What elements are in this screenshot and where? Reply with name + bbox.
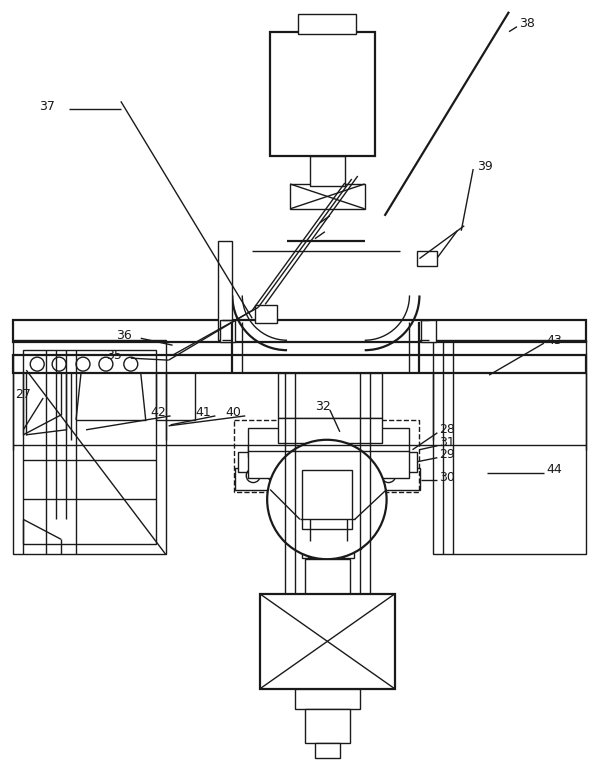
Bar (418, 251, 437, 266)
Bar (248, 445, 262, 457)
Bar (315, 743, 340, 758)
Text: 27: 27 (16, 389, 31, 401)
Text: 42: 42 (151, 406, 167, 419)
Bar (422, 321, 436, 343)
Bar (255, 306, 277, 323)
Text: 44: 44 (547, 463, 562, 476)
Bar (238, 452, 296, 472)
Bar (248, 428, 410, 477)
Text: 31: 31 (439, 436, 455, 449)
Bar (385, 445, 398, 457)
Bar (360, 452, 418, 472)
Bar (13, 355, 586, 373)
Bar (234, 420, 419, 492)
Bar (220, 321, 235, 343)
Bar (433, 340, 586, 554)
Bar (321, 550, 331, 557)
Bar (295, 539, 361, 550)
Circle shape (267, 440, 386, 559)
Text: 37: 37 (39, 100, 55, 113)
Bar (305, 559, 350, 594)
Bar (13, 340, 166, 554)
Bar (260, 594, 395, 688)
Bar (334, 550, 344, 557)
Bar (310, 156, 345, 186)
Text: 30: 30 (439, 471, 455, 484)
Text: 28: 28 (439, 423, 455, 437)
Bar (295, 688, 360, 709)
Bar (305, 709, 350, 743)
Bar (270, 445, 284, 457)
Bar (270, 31, 374, 156)
Text: 43: 43 (547, 334, 562, 347)
Text: 39: 39 (477, 160, 493, 172)
Text: 29: 29 (439, 448, 455, 461)
Bar (302, 470, 352, 529)
Text: 40: 40 (225, 406, 241, 419)
Bar (308, 550, 318, 557)
Text: 32: 32 (315, 401, 331, 413)
Bar (365, 445, 379, 457)
Text: 38: 38 (519, 17, 535, 31)
Text: 41: 41 (195, 406, 211, 419)
Bar (23, 350, 156, 544)
Bar (13, 321, 586, 343)
Bar (302, 550, 354, 558)
Bar (290, 184, 365, 209)
Bar (298, 14, 356, 34)
Bar (278, 418, 382, 443)
Bar (219, 241, 232, 340)
Bar (278, 373, 382, 418)
Bar (235, 467, 420, 489)
Text: 36: 36 (116, 328, 132, 342)
Text: 35: 35 (106, 349, 122, 361)
